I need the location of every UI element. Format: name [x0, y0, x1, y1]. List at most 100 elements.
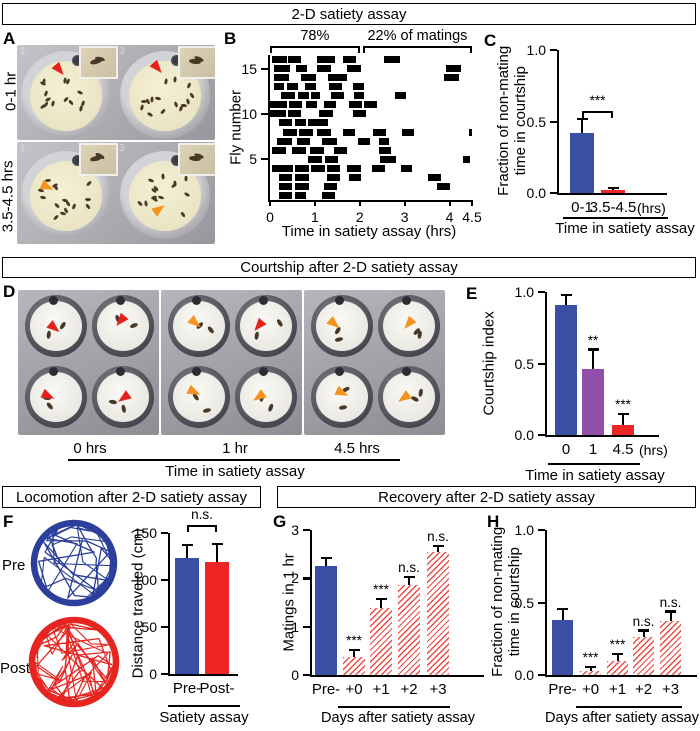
error-bar-cap — [617, 412, 629, 415]
mating-bout-fly-6 — [378, 146, 392, 154]
mating-bout-fly-10 — [319, 110, 333, 118]
mating-bout-fly-5 — [324, 155, 339, 163]
y-tick-mark — [302, 577, 310, 580]
x-category-label: 3.5-4.5 — [589, 199, 637, 216]
mating-bout-fly-4 — [272, 164, 294, 172]
panel-f-chart: Pre Post Distance traveled (cm) 0 50 100 15… — [0, 507, 268, 731]
error-bar-line — [592, 350, 594, 370]
y-tick-label: 1.0 — [514, 284, 534, 300]
significance-bracket-label: *** — [589, 93, 606, 108]
mating-bout-fly-8 — [402, 128, 414, 136]
error-bar-cap — [375, 597, 387, 601]
x-tick-label: 4.5 — [462, 209, 482, 225]
bar-+1 — [607, 660, 628, 675]
x-axis-title: Days after satiety assay — [545, 710, 699, 726]
locomotion-path — [34, 622, 116, 702]
bar-0 — [555, 304, 577, 435]
courtship-well-photo-2 — [161, 290, 302, 435]
y-tick-mark — [260, 158, 268, 161]
y-tick-label: 0.0 — [514, 427, 534, 443]
well-floor — [30, 372, 82, 422]
x-tick-label: 1 — [310, 209, 319, 225]
error-bar-line — [216, 545, 218, 563]
mating-bout-fly-13 — [353, 83, 365, 91]
y-tick-label: 100 — [133, 572, 157, 588]
panel-label-g: G — [273, 512, 287, 531]
mating-bout-fly-8 — [317, 128, 331, 136]
percent-bracket-label: 78% — [300, 28, 330, 44]
x-category-label: +3 — [429, 681, 447, 698]
y-tick-label: 150 — [133, 525, 157, 541]
y-tick-mark — [160, 532, 168, 535]
mating-bout-fly-14 — [274, 74, 289, 82]
mating-bout-fly-3 — [349, 173, 361, 181]
error-bar-cap — [638, 629, 649, 632]
panel-label-e: E — [466, 284, 478, 303]
well-vent-hole — [335, 367, 344, 376]
y-tick-mark — [160, 673, 168, 676]
mating-bout-fly-13 — [329, 83, 342, 91]
y-tick-label: 0.0 — [514, 667, 534, 683]
mating-bout-fly-13 — [274, 83, 285, 91]
mating-bout-fly-2 — [278, 182, 293, 190]
y-tick-mark — [302, 529, 310, 532]
mating-bout-fly-8 — [283, 128, 297, 136]
significance-label: ** — [587, 332, 599, 348]
y-tick-label: 1.0 — [526, 42, 546, 58]
error-bar-cap — [181, 543, 193, 547]
x-category-label: Post- — [199, 680, 235, 697]
chart-plot-G: 0 1 2 3 Pre- *** +0 *** +1 n.s. +2 n.s. +3 — [291, 522, 484, 698]
mating-bout-fly-4 — [295, 164, 309, 172]
error-bar-line — [380, 600, 382, 609]
bar-1 — [582, 369, 604, 435]
mating-pair-inset — [79, 46, 118, 79]
x-tick-mark — [313, 200, 317, 206]
well-vent-hole — [49, 367, 58, 376]
mating-bout-fly-7 — [357, 137, 370, 145]
y-tick-label: 3 — [291, 522, 299, 538]
well-number-digit: 3 — [119, 46, 125, 57]
error-bar-line — [437, 546, 439, 552]
mating-bout-fly-13 — [305, 83, 316, 91]
mating-bout-fly-3 — [295, 173, 309, 181]
section-title-bottom-left: Locomotion after 2-D satiety assay — [2, 486, 261, 508]
y-tick-mark — [537, 362, 545, 365]
dish-vent-hole — [171, 54, 182, 66]
mating-bout-fly-9 — [278, 119, 293, 127]
panel-b-raster: Fly number 78% 22% of matings 5 10 15 0 1 2 3 4 4.… — [225, 28, 482, 260]
x-unit-label: (hrs) — [637, 200, 666, 216]
x-axis-title: Time in satiety assay (hrs) — [281, 223, 457, 240]
y-tick-mark — [302, 674, 310, 677]
dish-vent-hole — [72, 54, 83, 66]
mating-bout-fly-12 — [311, 92, 321, 100]
mating-bout-fly-1 — [294, 191, 306, 199]
well-floor — [30, 301, 82, 351]
y-tick-label: 0 — [149, 666, 157, 682]
y-tick-mark — [549, 49, 557, 52]
significance-label: *** — [346, 632, 362, 648]
mating-bout-fly-7 — [378, 137, 390, 145]
mating-bout-fly-11 — [323, 101, 337, 109]
mating-bout-fly-14 — [328, 74, 348, 82]
mating-bout-fly-4 — [311, 164, 325, 172]
mating-bout-fly-16 — [384, 56, 401, 64]
panel-h-chart: Fraction of non-mating time in courtship… — [484, 510, 700, 731]
error-bar-cap — [432, 544, 444, 547]
x-tick-label: 0 — [266, 209, 274, 225]
error-bar-cap — [557, 607, 568, 610]
mating-bout-fly-2 — [295, 182, 309, 190]
y-tick-mark — [537, 434, 545, 437]
error-bar-cap — [560, 294, 572, 297]
error-bar-cap — [320, 556, 332, 559]
error-bar-cap — [607, 186, 619, 189]
dish-vent-hole — [171, 155, 182, 166]
x-tick-mark — [471, 200, 474, 206]
mating-bout-fly-5 — [463, 155, 470, 163]
mating-bout-fly-15 — [445, 65, 461, 73]
bar-+3 — [427, 551, 449, 675]
x-axis-underline — [576, 706, 682, 709]
y-tick-label: 10 — [241, 105, 257, 122]
x-tick-label: 2 — [355, 209, 364, 225]
